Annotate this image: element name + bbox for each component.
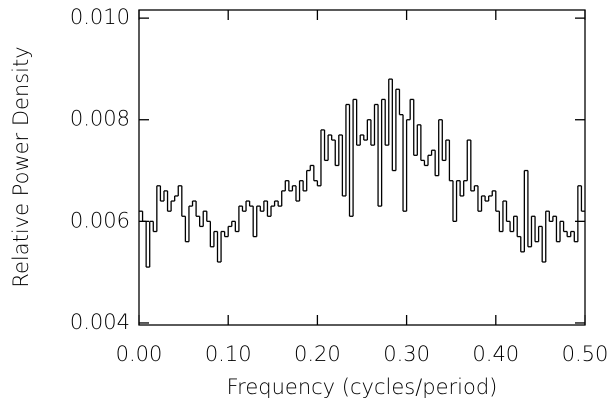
x-tick-label: 0.50 bbox=[562, 342, 609, 366]
x-tick-label: 0.00 bbox=[116, 342, 163, 366]
y-tick-label: 0.004 bbox=[70, 310, 130, 334]
x-axis-title: Frequency (cycles/period) bbox=[227, 375, 498, 399]
x-tick-label: 0.40 bbox=[472, 342, 519, 366]
y-axis-title: Relative Power Density bbox=[9, 46, 33, 287]
x-tick-label: 0.30 bbox=[383, 342, 430, 366]
y-tick-label: 0.010 bbox=[70, 5, 130, 29]
y-tick-label: 0.006 bbox=[70, 208, 130, 232]
x-tick-label: 0.10 bbox=[205, 342, 252, 366]
plot-frame bbox=[138, 9, 586, 326]
x-tick-label: 0.20 bbox=[294, 342, 341, 366]
y-tick-label: 0.008 bbox=[70, 107, 130, 131]
